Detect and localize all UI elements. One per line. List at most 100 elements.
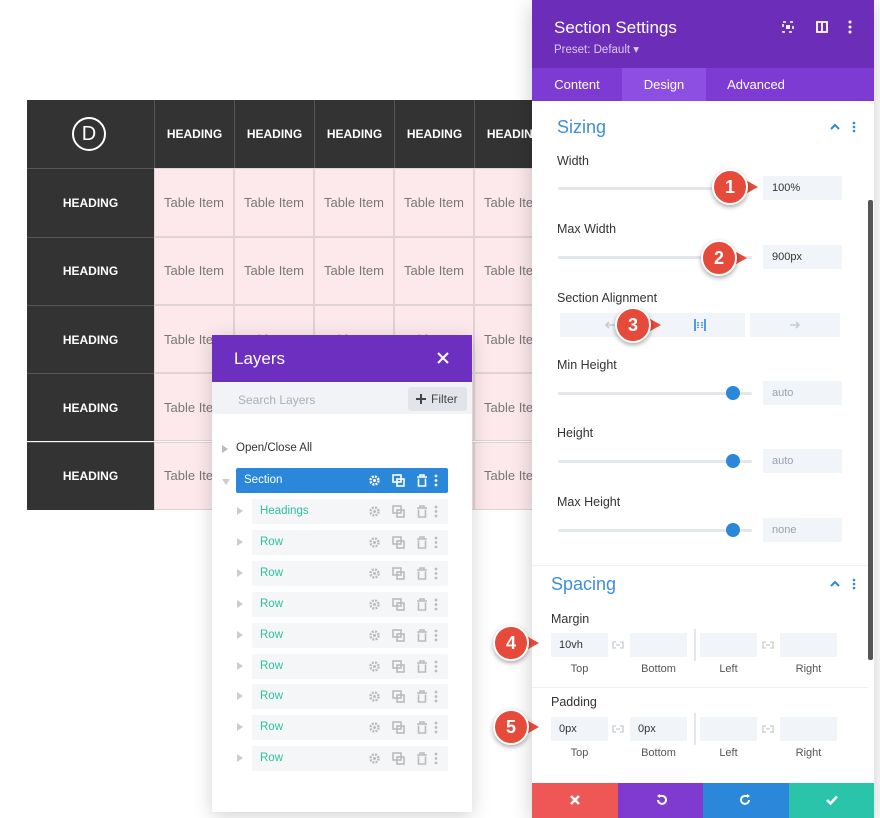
slider-track bbox=[558, 460, 752, 463]
badge: 5 bbox=[493, 709, 529, 745]
section-title[interactable]: Spacing bbox=[551, 574, 617, 594]
trash-icon bbox=[417, 752, 427, 765]
slider-track bbox=[558, 187, 752, 190]
alignment-icon bbox=[694, 319, 706, 331]
layer-name: Row bbox=[260, 628, 284, 641]
layer-item[interactable]: Section bbox=[236, 468, 448, 493]
search-input[interactable]: Search Layers bbox=[238, 393, 316, 407]
gear-icon bbox=[369, 660, 380, 672]
layer-item[interactable]: Row bbox=[252, 653, 448, 679]
gear-icon bbox=[369, 568, 380, 579]
open-close-all[interactable]: Open/Close All bbox=[236, 442, 313, 454]
clone-icon bbox=[392, 721, 405, 735]
slider-track bbox=[558, 256, 752, 259]
caret bbox=[222, 479, 230, 485]
footer-button[interactable] bbox=[532, 783, 618, 818]
caret bbox=[237, 537, 243, 546]
value-input[interactable]: 100% bbox=[763, 176, 842, 200]
row-heading: HEADING bbox=[27, 441, 154, 510]
value-input[interactable]: auto bbox=[763, 381, 842, 405]
field-label: Height bbox=[557, 426, 594, 440]
side-label: Top bbox=[570, 747, 589, 759]
badge: 1 bbox=[712, 169, 748, 205]
clone-icon bbox=[392, 659, 405, 673]
alignment-option[interactable] bbox=[655, 313, 745, 337]
value-input[interactable]: 900px bbox=[763, 245, 842, 269]
dots-icon bbox=[434, 505, 438, 518]
layer-item[interactable]: Row bbox=[252, 622, 448, 648]
dots-icon bbox=[434, 721, 438, 734]
layer-name: Row bbox=[260, 659, 284, 672]
layer-name: Row bbox=[260, 752, 284, 765]
slider-knob[interactable] bbox=[726, 454, 740, 468]
footer-button[interactable] bbox=[788, 783, 874, 818]
dots-icon bbox=[434, 567, 438, 580]
spacing-input[interactable]: 0px bbox=[630, 717, 687, 741]
table-cell: Table Item bbox=[234, 236, 314, 305]
badge: 4 bbox=[493, 625, 529, 661]
spacing-input[interactable]: 10vh bbox=[551, 633, 608, 657]
side-label: Bottom bbox=[641, 663, 676, 675]
link-icon bbox=[612, 641, 624, 649]
value-input[interactable]: none bbox=[763, 518, 842, 542]
footer-button[interactable] bbox=[617, 783, 703, 818]
caret bbox=[222, 445, 228, 453]
layer-name: Row bbox=[260, 566, 284, 579]
layer-item[interactable]: Row bbox=[252, 684, 448, 710]
layer-name: Row bbox=[260, 690, 284, 703]
slider-knob[interactable] bbox=[726, 523, 740, 537]
row-heading: HEADING bbox=[27, 304, 154, 374]
dots-icon bbox=[434, 752, 438, 765]
spacing-input[interactable] bbox=[630, 633, 687, 657]
badge: 3 bbox=[615, 307, 651, 343]
table-cell: Table Item bbox=[394, 168, 474, 237]
tab[interactable]: Content bbox=[554, 77, 600, 92]
trash-icon bbox=[417, 536, 427, 549]
layer-item[interactable]: Row bbox=[252, 715, 448, 741]
clone-icon bbox=[392, 597, 405, 611]
tab[interactable]: Design bbox=[622, 68, 706, 101]
link-icon bbox=[762, 725, 774, 733]
button-icon bbox=[570, 795, 580, 805]
caret bbox=[237, 661, 243, 670]
spacing-input[interactable]: 0px bbox=[551, 717, 608, 741]
trash-icon bbox=[417, 597, 427, 611]
spacing-input[interactable] bbox=[700, 633, 757, 657]
caret bbox=[237, 630, 243, 639]
clone-icon bbox=[392, 536, 405, 549]
settings-header bbox=[532, 0, 874, 68]
filter-button[interactable]: Filter bbox=[408, 387, 467, 411]
field-label: Max Height bbox=[557, 495, 621, 509]
layer-item[interactable]: Row bbox=[252, 591, 448, 617]
spacing-input[interactable] bbox=[780, 717, 837, 741]
preset[interactable]: Preset: Default ▾ bbox=[554, 44, 640, 56]
alignment-option[interactable] bbox=[750, 313, 840, 337]
trash-icon bbox=[417, 721, 427, 735]
layer-item[interactable]: Headings bbox=[252, 499, 448, 524]
footer-button[interactable] bbox=[703, 783, 789, 818]
side-label: Bottom bbox=[641, 747, 676, 759]
section-title[interactable]: Sizing bbox=[557, 117, 607, 137]
scrollbar bbox=[868, 200, 873, 660]
clone-icon bbox=[392, 752, 405, 765]
table-cell: Table Item bbox=[314, 168, 394, 237]
trash-icon bbox=[417, 628, 427, 642]
slider-knob[interactable] bbox=[726, 386, 740, 400]
field-label: Width bbox=[557, 154, 589, 168]
layer-item[interactable]: Row bbox=[252, 746, 448, 772]
value-input[interactable]: auto bbox=[763, 449, 842, 473]
gear-icon bbox=[369, 506, 380, 517]
spacing-input[interactable] bbox=[780, 633, 837, 657]
button-icon bbox=[740, 794, 750, 805]
dots-icon bbox=[434, 474, 438, 487]
layer-item[interactable]: Row bbox=[252, 560, 448, 586]
layer-item[interactable]: Row bbox=[252, 529, 448, 555]
side-label: Right bbox=[795, 663, 822, 675]
layers-header bbox=[212, 335, 472, 382]
chevron-up bbox=[830, 580, 840, 587]
spacing-input[interactable] bbox=[700, 717, 757, 741]
settings-title: Section Settings bbox=[554, 18, 677, 37]
tab[interactable]: Advanced bbox=[727, 77, 785, 92]
layer-name: Headings bbox=[260, 505, 309, 517]
